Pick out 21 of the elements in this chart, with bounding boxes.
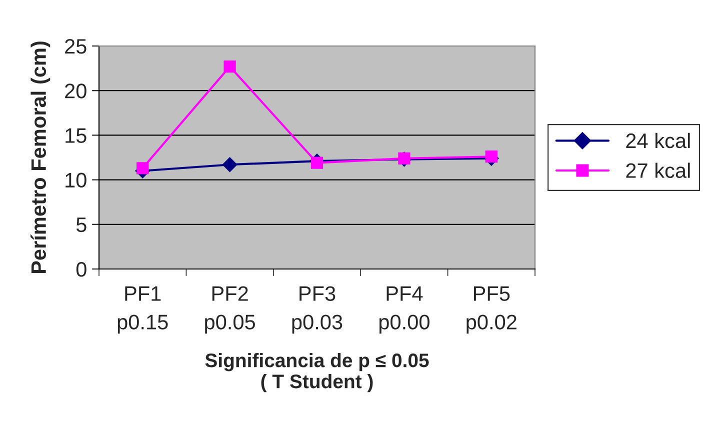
y-tick-label: 5 [76,218,86,232]
x-tick-label: PF3 p0.03 [292,286,342,334]
point [310,156,324,169]
y-axis-title: Perímetro Femoral (cm) [30,42,50,274]
x-tick-label: PF5 p0.02 [466,286,516,334]
point [224,60,236,73]
x-tick-label: PF2 p0.05 [205,286,255,334]
y-tick-label: 10 [66,172,86,188]
y-tick-label: 15 [66,128,86,143]
point [222,157,238,172]
point [136,162,149,174]
point [485,150,498,163]
y-tick-label: 25 [65,39,86,54]
point [398,152,410,164]
y-tick-label: 20 [65,84,86,98]
x-tick-label: PF4 p0.00 [379,286,430,334]
legend-label: 27 kcal [626,162,690,178]
x-tick-label: PF1 p0.15 [118,286,168,334]
x-axis-title: Significancia de p ≤ 0.05 ( T Student ) [205,353,429,392]
legend-label: 24 kcal [626,132,690,148]
y-tick-label: 0 [76,262,86,277]
